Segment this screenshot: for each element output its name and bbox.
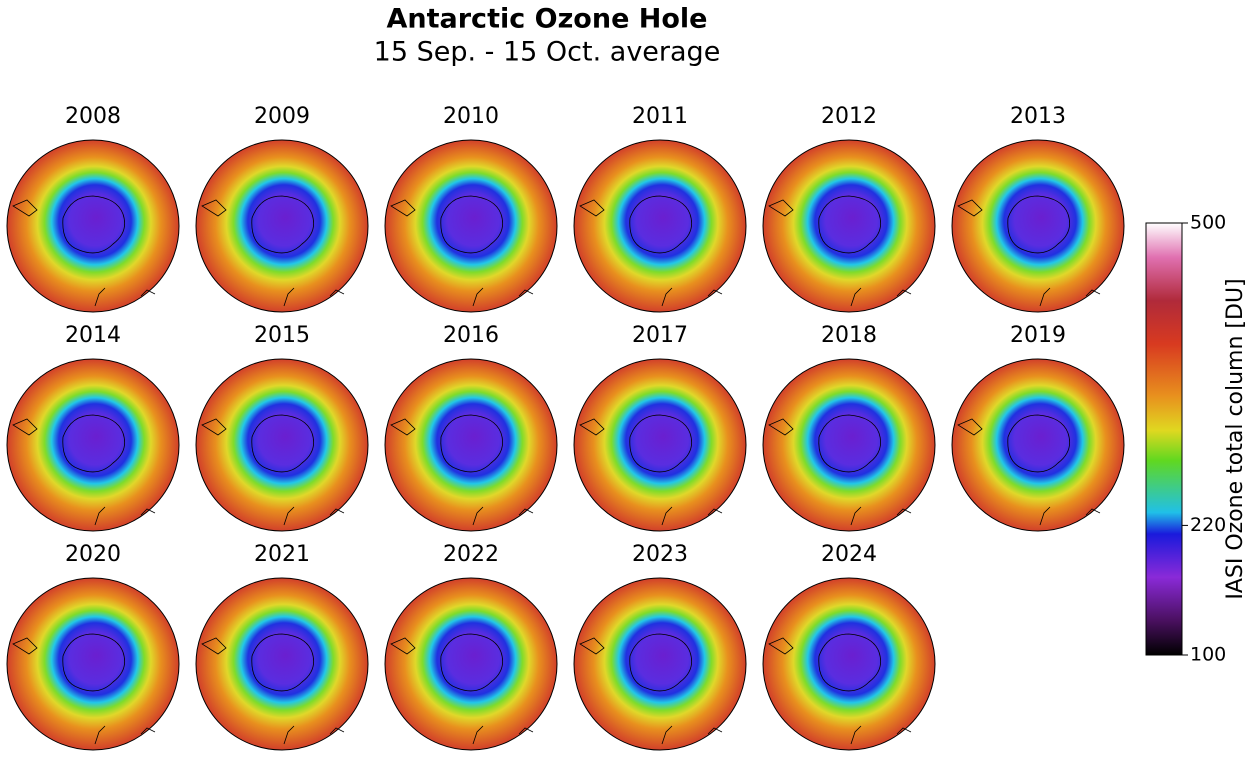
map-panel: 2008 — [6, 104, 180, 313]
map-panel: 2024 — [762, 542, 936, 751]
coastline — [12, 418, 156, 526]
colorbar-scale — [1145, 222, 1183, 656]
coastline — [12, 637, 156, 745]
panel-year: 2020 — [65, 542, 121, 567]
coastline — [1007, 414, 1071, 473]
ozone-map — [6, 139, 180, 313]
panel-year: 2015 — [254, 323, 310, 348]
coastline — [579, 199, 723, 307]
panel-year: 2019 — [1010, 323, 1066, 348]
coastline — [390, 199, 534, 307]
colorbar: IASI Ozone total column [DU] 100 220 500 — [1145, 212, 1248, 666]
panels: 2008 2009 2010 2011 2012 2013 2014 2015 2016 2017… — [6, 104, 1125, 751]
coastline — [768, 637, 912, 745]
coastline — [957, 199, 1101, 307]
coastline — [251, 633, 315, 692]
coastline — [201, 637, 345, 745]
panel-year: 2013 — [1010, 104, 1066, 129]
coastline — [957, 418, 1101, 526]
ozone-map — [762, 577, 936, 751]
ozone-map — [573, 139, 747, 313]
map-panel: 2019 — [951, 323, 1125, 532]
map-panel: 2015 — [195, 323, 369, 532]
map-panel: 2014 — [6, 323, 180, 532]
coastline — [818, 414, 882, 473]
colorbar-label: IASI Ozone total column [DU] — [1223, 278, 1248, 599]
coastline — [768, 418, 912, 526]
coastline — [62, 633, 126, 692]
ozone-map — [195, 139, 369, 313]
colorbar-tick-label: 220 — [1190, 514, 1226, 536]
coastline — [251, 195, 315, 254]
panel-year: 2023 — [632, 542, 688, 567]
map-panel: 2012 — [762, 104, 936, 313]
ozone-map — [762, 358, 936, 532]
coastline — [629, 195, 693, 254]
coastline — [440, 195, 504, 254]
map-panel: 2013 — [951, 104, 1125, 313]
ozone-map — [6, 358, 180, 532]
colorbar-tick-label: 100 — [1190, 644, 1226, 666]
ozone-map — [573, 577, 747, 751]
ozone-map — [951, 358, 1125, 532]
ozone-map — [195, 358, 369, 532]
coastline — [201, 418, 345, 526]
map-panel: 2023 — [573, 542, 747, 751]
coastline — [818, 195, 882, 254]
coastline — [1007, 195, 1071, 254]
coastline — [768, 199, 912, 307]
panel-year: 2011 — [632, 104, 688, 129]
map-panel: 2021 — [195, 542, 369, 751]
panel-year: 2014 — [65, 323, 121, 348]
panel-year: 2022 — [443, 542, 499, 567]
coastline — [12, 199, 156, 307]
map-panel: 2011 — [573, 104, 747, 313]
ozone-map — [384, 358, 558, 532]
panel-year: 2017 — [632, 323, 688, 348]
coastline — [201, 199, 345, 307]
coastline — [818, 633, 882, 692]
panel-year: 2009 — [254, 104, 310, 129]
panel-year: 2008 — [65, 104, 121, 129]
coastline — [251, 414, 315, 473]
ozone-map — [573, 358, 747, 532]
coastline — [390, 637, 534, 745]
map-panel: 2020 — [6, 542, 180, 751]
panel-year: 2024 — [821, 542, 877, 567]
panel-year: 2010 — [443, 104, 499, 129]
ozone-map — [6, 577, 180, 751]
coastline — [440, 414, 504, 473]
colorbar-tick-label: 500 — [1190, 212, 1226, 234]
coastline — [579, 418, 723, 526]
panel-year: 2012 — [821, 104, 877, 129]
map-panel: 2018 — [762, 323, 936, 532]
map-panel: 2016 — [384, 323, 558, 532]
map-panel: 2022 — [384, 542, 558, 751]
map-panel: 2009 — [195, 104, 369, 313]
title: Antarctic Ozone Hole — [387, 4, 708, 35]
map-panel: 2010 — [384, 104, 558, 313]
ozone-map — [195, 577, 369, 751]
coastline — [62, 195, 126, 254]
subtitle: 15 Sep. - 15 Oct. average — [374, 37, 721, 68]
coastline — [629, 414, 693, 473]
coastline — [62, 414, 126, 473]
ozone-map — [762, 139, 936, 313]
coastline — [440, 633, 504, 692]
panel-year: 2018 — [821, 323, 877, 348]
coastline — [629, 633, 693, 692]
panel-year: 2016 — [443, 323, 499, 348]
coastline — [579, 637, 723, 745]
ozone-map — [951, 139, 1125, 313]
ozone-map — [384, 139, 558, 313]
panel-year: 2021 — [254, 542, 310, 567]
coastline — [390, 418, 534, 526]
ozone-map — [384, 577, 558, 751]
map-panel: 2017 — [573, 323, 747, 532]
